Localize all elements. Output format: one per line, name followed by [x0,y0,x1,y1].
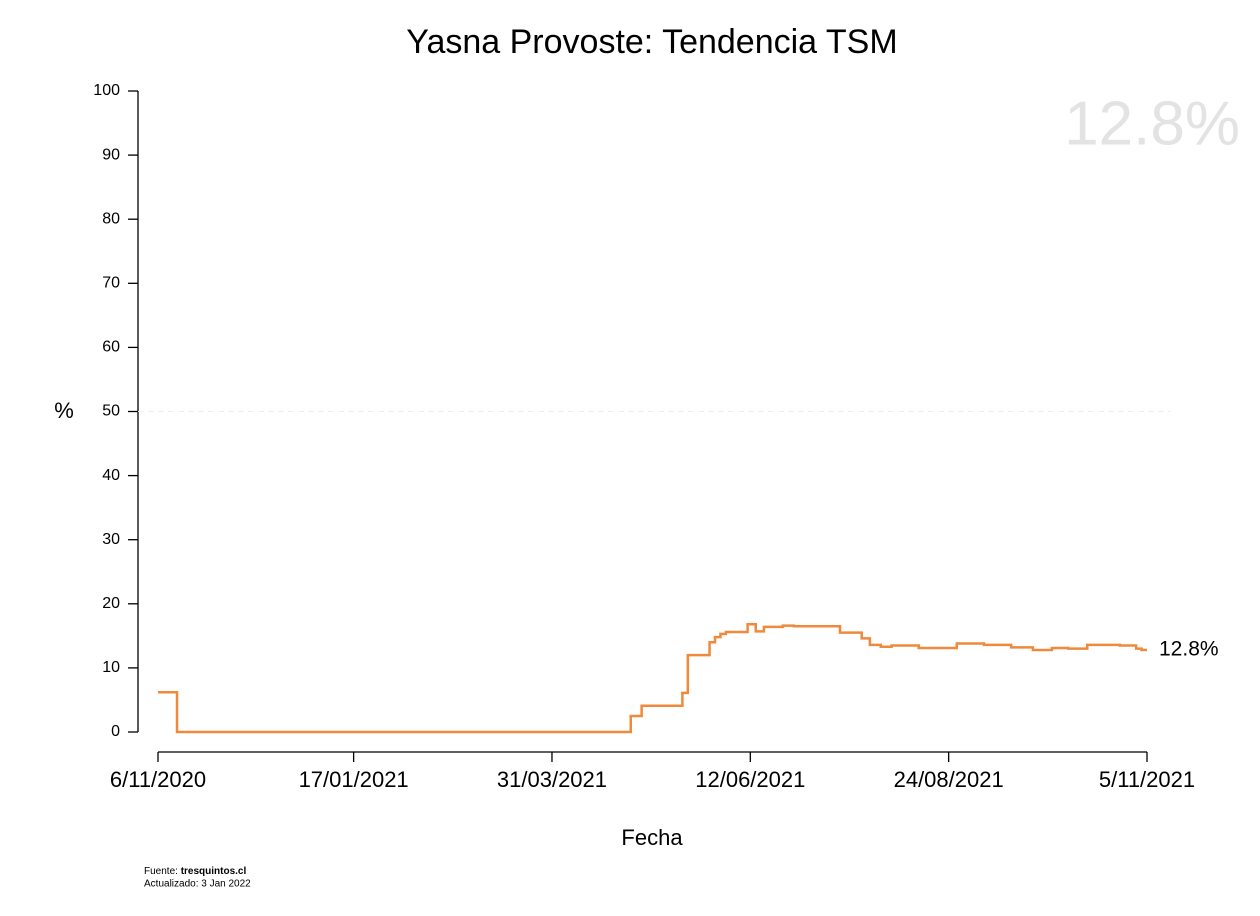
y-tick-label: 30 [102,531,120,548]
chart-title: Yasna Provoste: Tendencia TSM [406,23,897,61]
source-prefix: Fuente: [144,866,178,877]
x-tick-label: 6/11/2020 [110,767,206,792]
updated: Actualizado: 3 Jan 2022 [144,879,251,890]
x-tick-label: 12/06/2021 [695,767,805,792]
x-axis-label: Fecha [621,825,683,850]
y-tick-label: 60 [102,339,120,356]
source: Fuente: tresquintos.cl [144,866,246,877]
watermark: 12.8% [1064,89,1240,158]
y-tick-label: 20 [102,595,120,612]
x-tick-label: 24/08/2021 [894,767,1004,792]
y-tick-label: 80 [102,210,120,227]
source-name: tresquintos.cl [181,866,247,877]
y-tick-label: 10 [102,659,120,676]
y-tick-label: 40 [102,467,120,484]
x-tick-label: 31/03/2021 [497,767,607,792]
y-tick-label: 70 [102,275,120,292]
y-axis-label: % [54,398,74,423]
y-tick-label: 50 [102,403,120,420]
value-label: 12.8% [1159,637,1219,660]
x-tick-label: 17/01/2021 [299,767,409,792]
x-tick-label: 5/11/2021 [1099,767,1195,792]
data-line [158,623,1147,734]
y-tick-label: 90 [102,146,120,163]
y-tick-label: 100 [93,82,120,99]
y-tick-label: 0 [111,723,120,740]
